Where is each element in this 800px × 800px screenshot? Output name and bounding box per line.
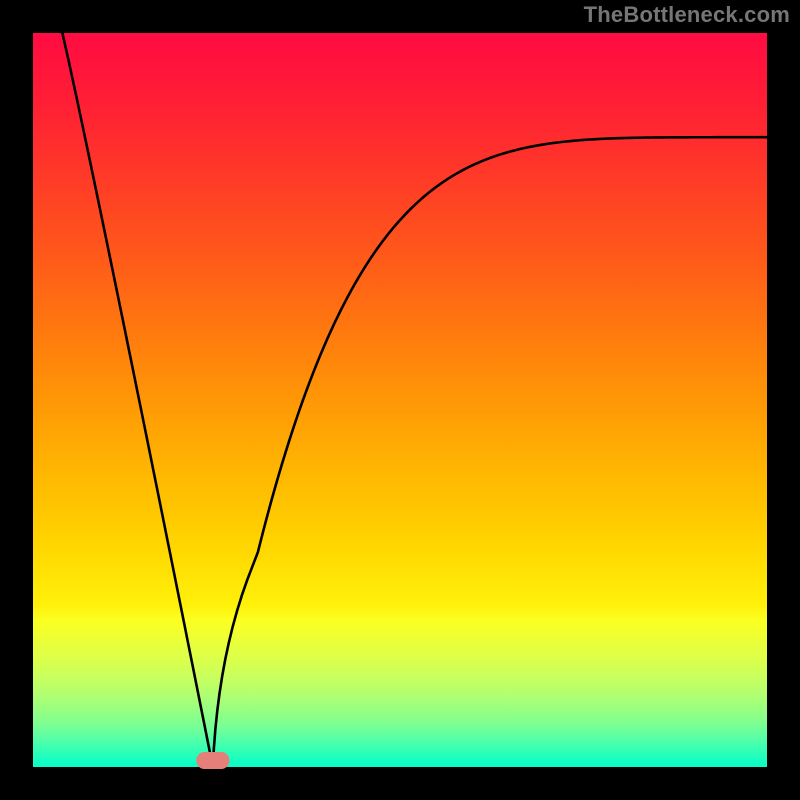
plot-background-gradient <box>33 33 767 767</box>
attribution-text: TheBottleneck.com <box>584 2 790 28</box>
bottleneck-chart <box>0 0 800 800</box>
dip-marker <box>196 752 229 769</box>
